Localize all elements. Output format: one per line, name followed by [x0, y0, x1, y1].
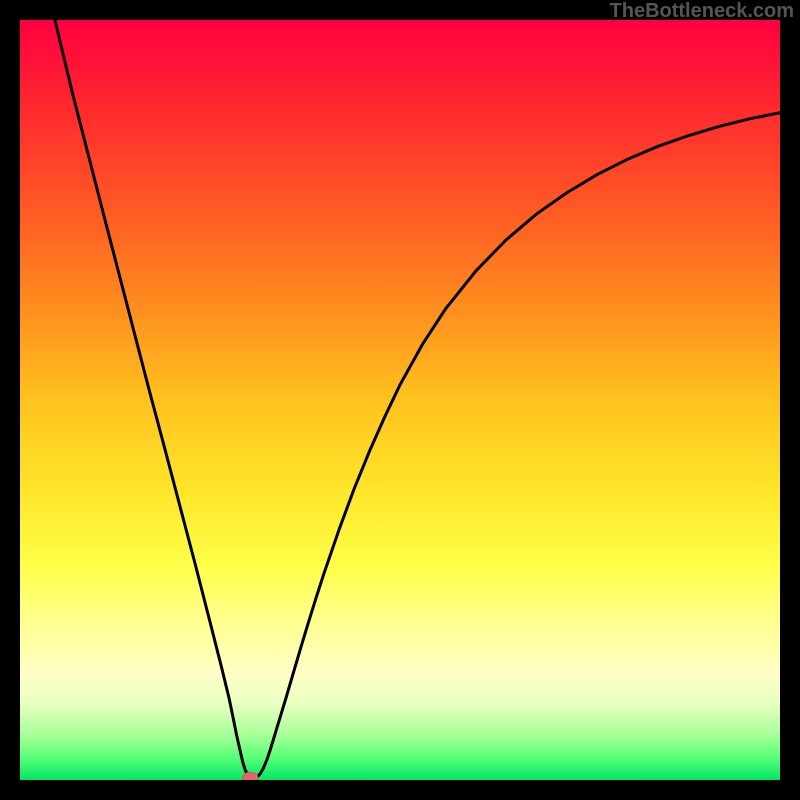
- watermark-text: TheBottleneck.com: [610, 0, 794, 23]
- chart-frame: TheBottleneck.com: [0, 0, 800, 800]
- chart-plot: [20, 20, 780, 780]
- plot-background: [20, 20, 780, 780]
